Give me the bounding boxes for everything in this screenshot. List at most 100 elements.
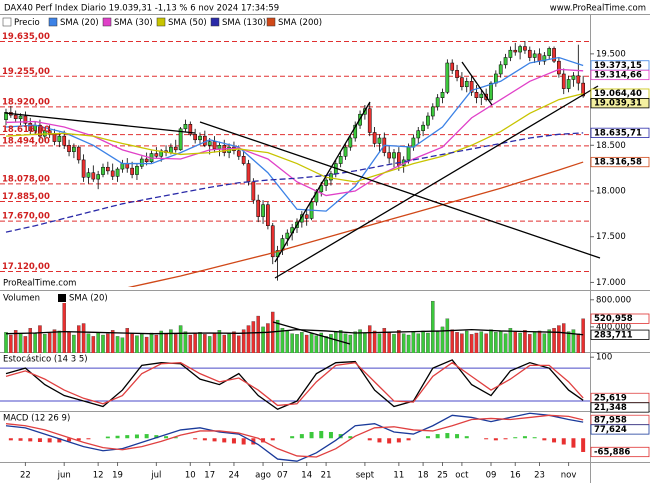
candle-body (416, 130, 421, 139)
end-label: 19.039,31 (594, 99, 642, 109)
panel-title: Estocástico (14 3 5) (3, 355, 88, 365)
volume-bar (542, 333, 547, 353)
volume-bar (217, 330, 222, 353)
volume-bar (237, 335, 241, 353)
volume-bar (581, 318, 585, 353)
volume-bar (363, 332, 367, 353)
volume-bar (455, 332, 459, 353)
volume-bar (460, 333, 464, 353)
volume-bar (183, 331, 188, 353)
volume-bar (290, 333, 294, 353)
volume-bar (251, 321, 256, 353)
candle-body (139, 158, 144, 167)
volume-bar (33, 333, 37, 353)
candle-body (154, 153, 159, 157)
volume-bar (81, 323, 86, 353)
volume-bar (193, 333, 197, 353)
candle-body (435, 97, 440, 108)
volume-bar (406, 334, 411, 353)
candle-body (52, 134, 57, 142)
volume-bar (9, 334, 13, 353)
histogram-bar (484, 438, 489, 440)
candle-body (353, 124, 358, 139)
volume-bar (67, 331, 71, 353)
histogram-bar (154, 435, 159, 439)
candle-body (101, 166, 105, 175)
end-label-box (590, 446, 650, 458)
candle-body (256, 199, 261, 217)
volume-bar (275, 319, 280, 353)
volume-bar (96, 332, 100, 353)
volume-bar (324, 336, 328, 353)
x-tick-label: nov (561, 471, 577, 481)
volume-bar (450, 329, 454, 353)
volume-bar (304, 334, 309, 353)
end-label: 19.373,15 (594, 61, 642, 71)
candle-body (76, 146, 81, 161)
volume-bar (566, 331, 571, 353)
histogram-bar (532, 437, 537, 439)
volume-bar (358, 329, 362, 353)
level-label: 19.255,00 (2, 67, 50, 77)
candle-body (173, 146, 178, 151)
volume-bar (392, 334, 396, 353)
candle-body (324, 179, 328, 186)
candle-body (135, 166, 139, 175)
volume-bar (469, 334, 474, 353)
end-label: 77,624 (594, 425, 627, 435)
volume-bar (135, 335, 139, 353)
volume-bar (576, 333, 581, 353)
volume-bar (91, 336, 96, 353)
x-tick-label: 24 (229, 471, 240, 481)
candle-body (479, 93, 484, 98)
candle-body (13, 114, 18, 120)
x-tick-label: 19 (112, 471, 123, 481)
volume-bar (440, 326, 445, 353)
x-tick-label: 12 (93, 471, 104, 481)
volume-bar (154, 334, 159, 353)
volume-bar (13, 330, 18, 353)
histogram-bar (455, 434, 460, 439)
volume-bar (144, 336, 149, 353)
volume-bar (387, 332, 391, 353)
candle-body (329, 173, 333, 181)
x-tick-label: 21 (321, 471, 332, 481)
candle-body (469, 81, 474, 93)
volume-bar (562, 323, 566, 353)
legend-swatch (210, 17, 220, 27)
legend-swatch (58, 294, 66, 302)
end-label: 19.314,66 (594, 70, 642, 80)
candle-body (445, 62, 450, 93)
histogram-bar (134, 434, 139, 439)
level-label: 18.920,00 (2, 97, 50, 107)
candle-body (28, 123, 33, 131)
histogram-bar (125, 435, 130, 439)
candle-body (125, 163, 130, 169)
volume-bar (571, 329, 576, 353)
volume-bar (537, 330, 542, 353)
volume-bar (300, 332, 304, 353)
candle-body (251, 181, 256, 201)
volume-plot (4, 300, 585, 353)
volume-bar (348, 334, 353, 353)
histogram-bar (464, 436, 469, 439)
volume-bar (431, 300, 435, 353)
volume-bar (52, 329, 57, 353)
volume-bar (188, 334, 193, 353)
candle-body (23, 115, 28, 124)
histogram-bar (105, 436, 110, 439)
panel-title-bg (1, 293, 107, 303)
y-tick-label: 800.000 (596, 295, 631, 305)
candle-body (169, 146, 173, 153)
volume-bar (4, 332, 8, 353)
histogram-bar (57, 438, 62, 443)
candle-body (86, 172, 91, 178)
histogram-bar (8, 438, 13, 441)
histogram-bar (406, 438, 411, 441)
candle-body (270, 225, 275, 258)
histogram-bar (47, 438, 52, 443)
volume-bar (377, 333, 382, 353)
candle-body (552, 48, 556, 62)
histogram-bar (222, 438, 227, 443)
header-site: www.ProRealTime.com (550, 4, 646, 14)
